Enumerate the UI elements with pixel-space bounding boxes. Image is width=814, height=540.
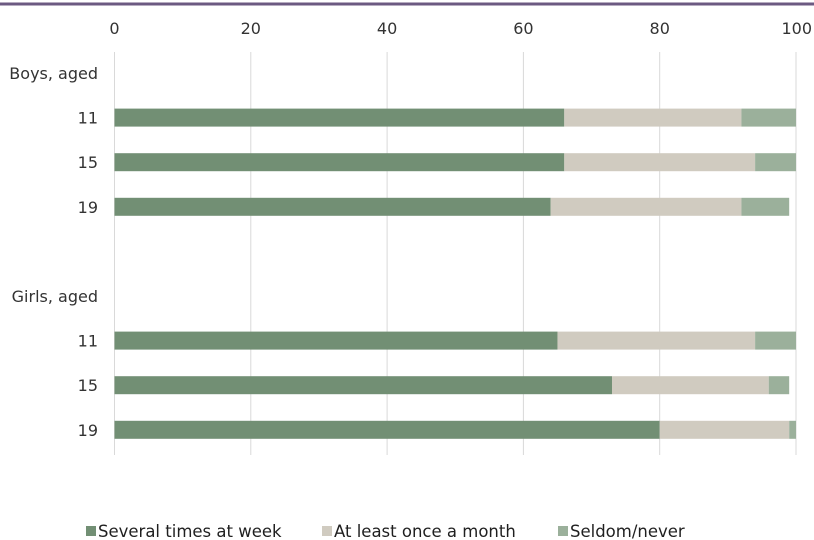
category-label: 15 [78,376,98,395]
x-tick-label: 20 [241,19,261,38]
legend-label: At least once a month [334,522,516,540]
x-tick-label: 60 [513,19,533,38]
bar-segment-1 [114,153,565,172]
bar-segment-1 [114,376,612,395]
x-tick-label: 40 [377,19,397,38]
x-tick-label: 100 [781,19,812,38]
category-label: 19 [78,421,98,440]
legend-swatch [322,526,332,536]
legend-label: Several times at week [98,522,282,540]
group-label: Girls, aged [12,287,98,306]
x-tick-label: 0 [109,19,119,38]
bar-segment-1 [114,420,660,439]
group-label: Boys, aged [9,64,98,83]
bar-segment-2 [659,420,790,439]
bar-segment-2 [564,108,742,127]
category-label: 11 [78,109,98,128]
bar-segment-3 [789,420,796,439]
category-label: 19 [78,198,98,217]
bar-segment-3 [768,376,790,395]
bar-segment-3 [741,197,790,216]
x-tick-label: 80 [650,19,670,38]
legend-item: At least once a month [322,522,516,540]
category-label: 15 [78,153,98,172]
bar-segment-2 [550,197,742,216]
bar-segment-1 [114,197,551,216]
legend-swatch [558,526,568,536]
bar-segment-1 [114,108,565,127]
bar-segment-1 [114,331,558,350]
bar-segment-2 [557,331,756,350]
category-labels: Boys, aged 11 15 19 Girls, aged 11 15 19 [9,64,98,440]
bar-segment-2 [564,153,756,172]
legend: Several times at week At least once a mon… [86,522,685,540]
bar-segment-2 [611,376,769,395]
bar-segment-3 [755,153,796,172]
bars [114,108,796,439]
category-label: 11 [78,332,98,351]
legend-item: Seldom/never [558,522,685,540]
bar-segment-3 [755,331,796,350]
x-axis-ticks: 0 20 40 60 80 100 [109,19,812,38]
legend-item: Several times at week [86,522,282,540]
bar-segment-3 [741,108,796,127]
legend-swatch [86,526,96,536]
legend-label: Seldom/never [570,522,685,540]
